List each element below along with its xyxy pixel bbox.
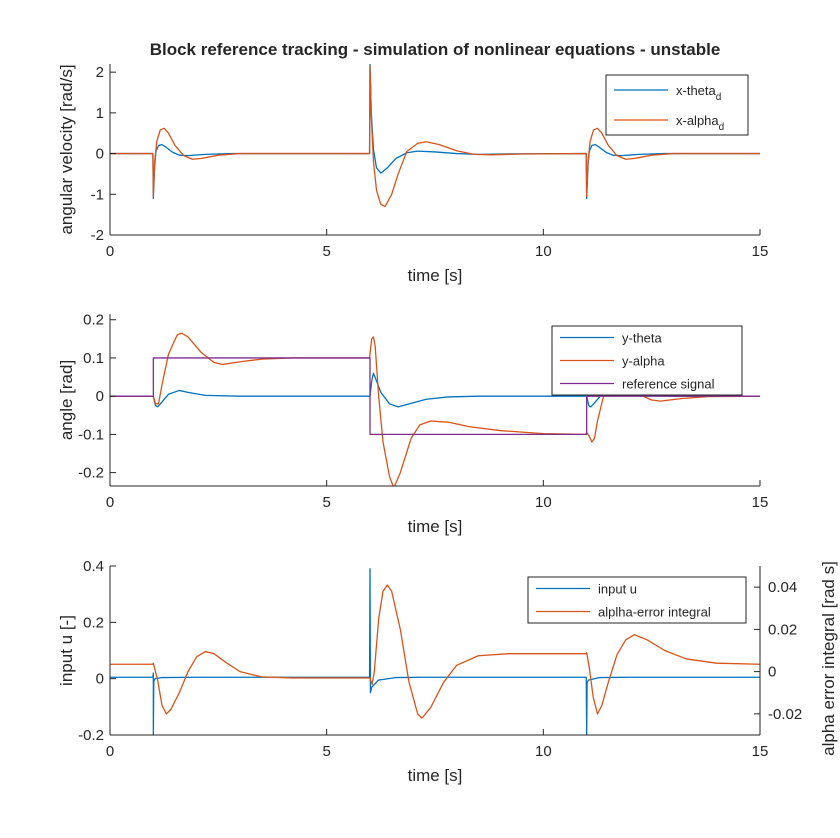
y-right-tick-label: -0.02 [768, 706, 802, 723]
x-tick-label: 0 [106, 243, 114, 260]
legend-subscript: d [716, 92, 722, 103]
y-tick-label: 0.2 [83, 614, 104, 631]
y-axis-label: angular velocity [rad/s] [57, 64, 76, 234]
legend-label: reference signal [622, 377, 715, 392]
x-tick-label: 5 [322, 743, 330, 760]
legend-label: y-alpha [622, 354, 665, 369]
legend-box [527, 576, 747, 624]
series-group [110, 568, 760, 735]
plots: 0 5 10 15 -2 -1 0 1 2 time [s] angular velocity [r… [57, 64, 838, 785]
series-line-reference-signal [110, 357, 760, 436]
y-axis-label: angle [rad] [57, 360, 76, 440]
y-tick-label: 0.2 [83, 312, 104, 329]
series-line-alplha-error-integral [110, 584, 760, 719]
x-tick-label: 15 [752, 243, 769, 260]
x-axis-label: time [s] [408, 517, 463, 536]
x-axis-label: time [s] [408, 266, 463, 285]
x-tick-label: 5 [322, 494, 330, 511]
subplot-1: 0 5 10 15 -2 -1 0 1 2 time [s] angular velocity [r… [57, 64, 768, 285]
y-axis-right-label: alpha error integral [rad s] [819, 561, 838, 756]
legend: y-theta y-alpha reference signal [551, 325, 743, 396]
series-line-x-alpha [110, 65, 760, 208]
y-tick-label: 0.1 [83, 350, 104, 367]
y-tick-label: 0 [96, 388, 104, 405]
legend-label: input u [598, 582, 637, 597]
legend-box [605, 74, 749, 136]
x-tick-label: 10 [535, 243, 552, 260]
legend-subscript: d [719, 122, 725, 133]
x-axis-label: time [s] [408, 766, 463, 785]
y-right-tick-label: 0.04 [768, 579, 797, 596]
subplot-2: 0 5 10 15 -0.2 -0.1 0 0.1 0.2 time [s] angle [rad]… [57, 312, 768, 536]
x-tick-label: 10 [535, 743, 552, 760]
y-tick-label: 0 [96, 671, 104, 688]
series-line-x-theta [110, 64, 760, 200]
legend-label: alplha-error integral [598, 605, 711, 620]
legend: input u alplha-error integral [527, 576, 747, 624]
series-line-input-u [110, 568, 760, 735]
series-group [110, 64, 760, 208]
x-tick-label: 0 [106, 494, 114, 511]
y-tick-label: -0.2 [78, 727, 104, 744]
y-right-tick-label: 0 [768, 664, 776, 681]
y-axis-label: input u [-] [57, 615, 76, 686]
x-tick-label: 10 [535, 494, 552, 511]
y-tick-label: -0.1 [78, 426, 104, 443]
y-tick-label: 0.4 [83, 558, 104, 575]
figure-title: Block reference tracking - simulation of… [150, 40, 721, 59]
y-tick-label: -2 [91, 227, 104, 244]
y-tick-label: 2 [96, 64, 104, 81]
x-tick-label: 15 [752, 743, 769, 760]
legend-label: y-theta [622, 331, 663, 346]
y-tick-label: -0.2 [78, 465, 104, 482]
y-tick-label: 0 [96, 146, 104, 163]
x-tick-label: 15 [752, 494, 769, 511]
x-tick-label: 0 [106, 743, 114, 760]
y-tick-label: -1 [91, 186, 104, 203]
y-right-tick-label: 0.02 [768, 621, 797, 638]
x-tick-label: 5 [322, 243, 330, 260]
y-tick-label: 1 [96, 105, 104, 122]
